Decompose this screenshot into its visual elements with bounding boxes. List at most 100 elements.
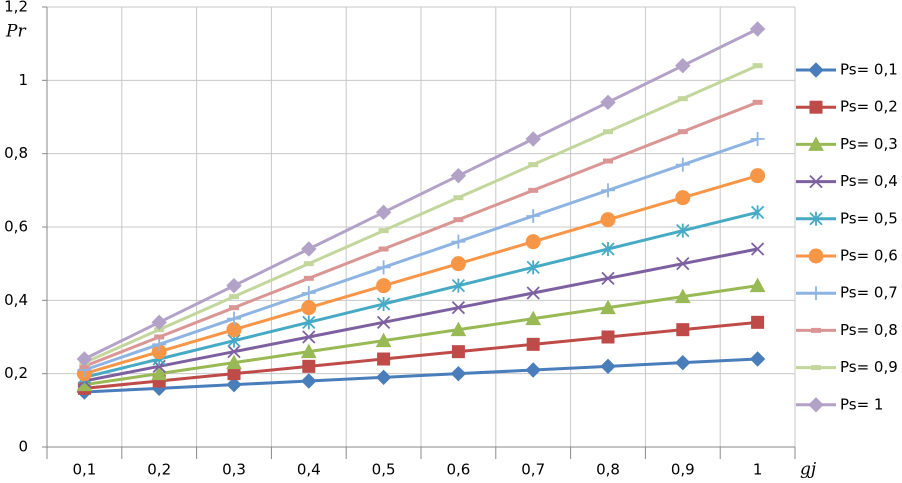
marker bbox=[525, 362, 541, 378]
marker bbox=[749, 351, 766, 367]
marker bbox=[750, 242, 765, 256]
marker bbox=[301, 300, 317, 316]
legend-marker bbox=[808, 136, 824, 151]
y-axis-label: Pr bbox=[5, 22, 26, 42]
legend-marker bbox=[809, 100, 823, 114]
marker bbox=[375, 369, 392, 386]
series-line bbox=[83, 174, 759, 376]
marker bbox=[226, 277, 242, 294]
marker bbox=[301, 373, 317, 389]
marker bbox=[526, 260, 540, 275]
legend-marker bbox=[808, 248, 824, 264]
marker bbox=[451, 301, 466, 315]
series-line bbox=[84, 320, 758, 390]
marker bbox=[377, 352, 391, 366]
legend-label: Ps= 0,5 bbox=[840, 209, 898, 227]
marker bbox=[601, 330, 615, 344]
x-tick-label: 0,5 bbox=[372, 461, 396, 479]
marker bbox=[676, 257, 690, 271]
marker bbox=[376, 297, 391, 311]
marker bbox=[749, 277, 766, 293]
marker bbox=[525, 131, 541, 147]
marker bbox=[675, 157, 690, 172]
marker bbox=[376, 278, 392, 294]
marker bbox=[76, 351, 93, 367]
marker bbox=[450, 256, 466, 272]
marker bbox=[600, 299, 616, 315]
y-tick-label: 0,2 bbox=[4, 364, 28, 382]
marker bbox=[751, 315, 765, 329]
legend-label: Ps= 0,8 bbox=[840, 321, 898, 339]
marker bbox=[676, 223, 690, 238]
legend-marker bbox=[809, 211, 823, 226]
series-line bbox=[84, 247, 758, 383]
marker bbox=[675, 354, 691, 371]
marker bbox=[451, 345, 465, 359]
x-tick-label: 0,7 bbox=[521, 461, 545, 479]
legend-label: Ps= 0,2 bbox=[840, 98, 898, 116]
x-tick-label: 1 bbox=[753, 461, 763, 479]
y-tick-label: 1,2 bbox=[4, 0, 28, 16]
marker bbox=[600, 94, 616, 111]
marker bbox=[525, 310, 542, 326]
marker bbox=[300, 343, 317, 359]
series-line bbox=[84, 210, 758, 379]
marker bbox=[151, 365, 168, 381]
marker bbox=[375, 204, 392, 221]
marker bbox=[302, 315, 316, 330]
marker bbox=[226, 376, 242, 393]
marker bbox=[375, 332, 392, 348]
x-tick-label: 0,8 bbox=[596, 461, 620, 479]
marker bbox=[151, 314, 167, 331]
legend-label: Ps= 0,7 bbox=[840, 284, 898, 302]
marker bbox=[600, 358, 616, 375]
marker bbox=[601, 183, 615, 198]
marker bbox=[750, 132, 765, 146]
y-tick-label: 0,8 bbox=[4, 144, 28, 162]
legend-label: Ps= 0,3 bbox=[840, 135, 898, 153]
marker bbox=[451, 278, 466, 293]
x-tick-label: 0,9 bbox=[671, 461, 695, 479]
marker bbox=[526, 286, 540, 300]
x-tick-label: 0,3 bbox=[222, 461, 246, 479]
y-tick-label: 0,4 bbox=[4, 291, 28, 309]
marker bbox=[227, 311, 241, 326]
marker bbox=[749, 21, 766, 37]
marker bbox=[227, 345, 241, 359]
y-tick-label: 0 bbox=[18, 438, 28, 456]
x-tick-label: 0,6 bbox=[446, 461, 470, 479]
marker bbox=[601, 242, 615, 256]
x-tick-label: 0,4 bbox=[297, 461, 321, 479]
legend-label: Ps= 0,1 bbox=[840, 61, 898, 79]
marker bbox=[450, 167, 467, 184]
x-tick-label: 0,2 bbox=[147, 461, 171, 479]
legend-marker bbox=[809, 286, 823, 301]
marker bbox=[675, 57, 691, 74]
marker bbox=[676, 323, 690, 337]
marker bbox=[750, 205, 765, 220]
marker bbox=[750, 168, 766, 184]
series-line bbox=[84, 284, 758, 387]
marker bbox=[601, 271, 615, 285]
marker bbox=[226, 354, 242, 370]
y-tick-label: 0,6 bbox=[4, 218, 28, 236]
legend-label: Ps= 1 bbox=[840, 395, 883, 413]
marker bbox=[674, 288, 691, 304]
marker bbox=[450, 321, 467, 337]
series-line bbox=[83, 100, 759, 368]
marker bbox=[526, 209, 541, 223]
legend-marker bbox=[809, 174, 823, 189]
legend-label: Ps= 0,9 bbox=[840, 358, 898, 376]
marker bbox=[526, 337, 540, 351]
marker bbox=[376, 315, 391, 329]
y-tick-label: 1 bbox=[18, 71, 28, 89]
marker bbox=[525, 234, 541, 250]
marker bbox=[675, 190, 691, 206]
legend-label: Ps= 0,6 bbox=[840, 247, 898, 265]
series-line bbox=[84, 357, 758, 394]
marker bbox=[302, 359, 316, 373]
marker bbox=[301, 241, 317, 257]
marker bbox=[450, 365, 467, 382]
marker bbox=[451, 234, 466, 249]
legend-marker bbox=[808, 62, 824, 78]
